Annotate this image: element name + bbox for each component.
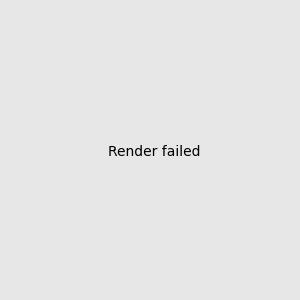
Text: Render failed: Render failed <box>107 145 200 158</box>
